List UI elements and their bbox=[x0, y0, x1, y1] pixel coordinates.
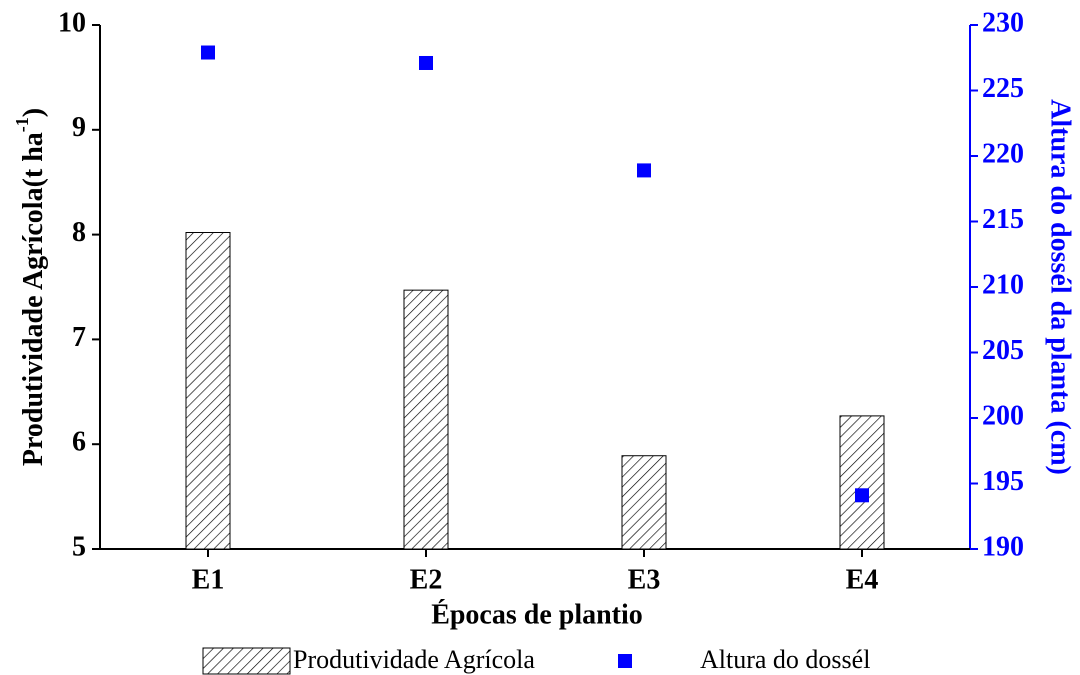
legend-label: Produtividade Agrícola bbox=[293, 645, 535, 674]
y-label-part: Produtividade Agrícola(t ha bbox=[18, 132, 49, 466]
y2-tick-label: 215 bbox=[982, 204, 1024, 235]
legend-swatch bbox=[202, 647, 291, 675]
y2-tick-label: 190 bbox=[982, 531, 1024, 562]
y-axis-label: Produtividade Agrícola(t ha-1) bbox=[12, 108, 49, 466]
bar bbox=[621, 455, 667, 550]
point bbox=[201, 45, 215, 60]
x-axis-label: Épocas de plantio bbox=[431, 599, 643, 630]
y2-axis-label: Altura do dossél da planta (cm) bbox=[1045, 99, 1076, 475]
y-tick-label: 6 bbox=[72, 427, 86, 458]
x-tick-label: E1 bbox=[192, 564, 225, 595]
y-label-sup: -1 bbox=[12, 117, 32, 132]
y-tick-label: 5 bbox=[72, 531, 86, 562]
y2-tick-label: 230 bbox=[982, 7, 1024, 38]
point bbox=[419, 55, 433, 70]
y2-tick-label: 200 bbox=[982, 400, 1024, 431]
y2-tick-label: 205 bbox=[982, 335, 1024, 366]
y-label-part: ) bbox=[18, 108, 49, 117]
point bbox=[637, 163, 651, 178]
y2-tick-label: 225 bbox=[982, 73, 1024, 104]
legend-label: Altura do dossél bbox=[700, 645, 870, 674]
y-tick-label: 8 bbox=[72, 217, 86, 248]
y-tick-label: 7 bbox=[72, 322, 86, 353]
bar bbox=[185, 232, 231, 550]
y2-tick-label: 210 bbox=[982, 269, 1024, 300]
legend-swatch bbox=[618, 654, 632, 668]
bar bbox=[403, 289, 449, 550]
y2-tick-label: 220 bbox=[982, 138, 1024, 169]
bar bbox=[839, 415, 885, 550]
x-tick-label: E4 bbox=[846, 564, 879, 595]
x-tick-label: E3 bbox=[628, 564, 661, 595]
y2-tick-label: 195 bbox=[982, 466, 1024, 497]
y-tick-label: 10 bbox=[58, 7, 86, 38]
y-tick-label: 9 bbox=[72, 112, 86, 143]
point bbox=[855, 488, 869, 503]
x-tick-label: E2 bbox=[410, 564, 443, 595]
